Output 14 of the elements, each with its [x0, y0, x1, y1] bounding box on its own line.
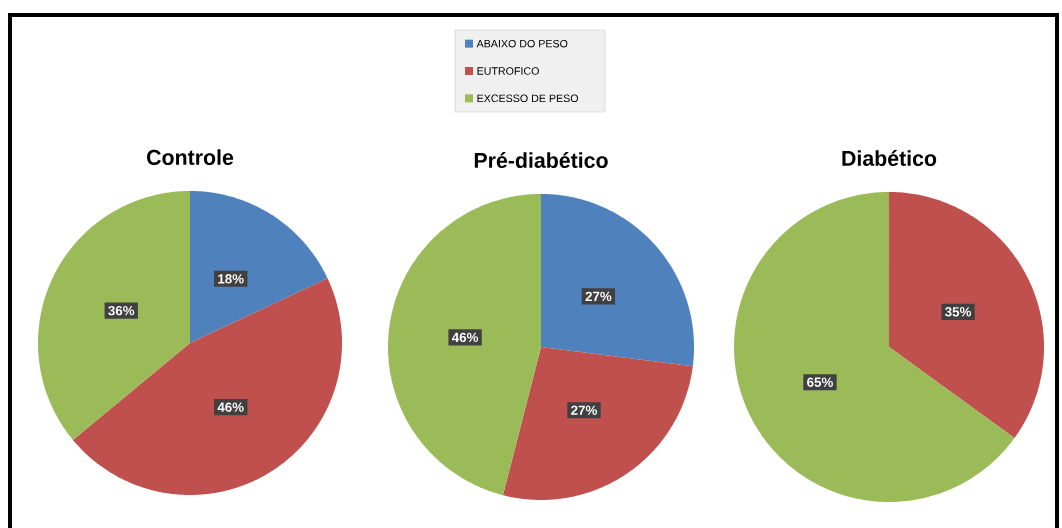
data-label: 46% — [217, 402, 244, 412]
slice-label: Pré-diabético — [474, 152, 608, 168]
data-label: 18% — [218, 274, 244, 284]
data-label: 46% — [451, 332, 479, 343]
data-label: 35% — [945, 307, 972, 317]
legend-label: EXCESSO DE PESO — [477, 94, 579, 103]
legend-label: EUTROFICO — [477, 67, 539, 75]
legend-label: ABAIXO DO PESO — [476, 39, 568, 48]
slice-label: Diabético — [842, 150, 937, 166]
data-label: 36% — [108, 305, 135, 316]
slice-label: Controle — [147, 149, 234, 165]
data-label: 27% — [571, 405, 597, 415]
data-label: 65% — [807, 377, 833, 387]
data-label: 27% — [585, 291, 612, 302]
